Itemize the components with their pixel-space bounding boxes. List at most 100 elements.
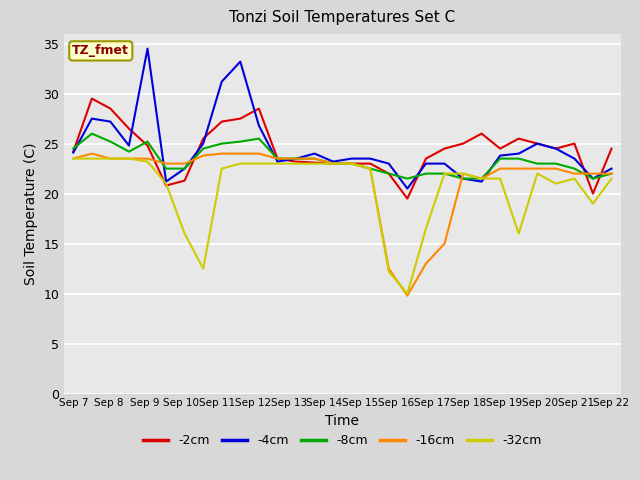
-8cm	[274, 156, 282, 161]
Legend: -2cm, -4cm, -8cm, -16cm, -32cm: -2cm, -4cm, -8cm, -16cm, -32cm	[138, 429, 547, 452]
-32cm	[348, 161, 356, 167]
-4cm	[366, 156, 374, 161]
-16cm	[441, 240, 449, 247]
-2cm	[330, 161, 337, 167]
-4cm	[385, 161, 392, 167]
-16cm	[69, 156, 77, 161]
-8cm	[515, 156, 522, 161]
-16cm	[460, 171, 467, 177]
-32cm	[571, 176, 579, 181]
-4cm	[274, 159, 282, 165]
-32cm	[274, 161, 282, 167]
-4cm	[497, 153, 504, 158]
-4cm	[330, 159, 337, 165]
-4cm	[589, 176, 596, 181]
-16cm	[608, 171, 616, 177]
-2cm	[441, 146, 449, 152]
-8cm	[366, 166, 374, 171]
-16cm	[143, 156, 151, 161]
-2cm	[497, 146, 504, 152]
-16cm	[534, 166, 541, 171]
-4cm	[534, 141, 541, 146]
-4cm	[237, 59, 244, 64]
-16cm	[330, 161, 337, 167]
-4cm	[477, 179, 486, 184]
Text: TZ_fmet: TZ_fmet	[72, 44, 129, 58]
-4cm	[310, 151, 318, 156]
-8cm	[255, 136, 263, 142]
-8cm	[348, 161, 356, 167]
-16cm	[200, 153, 207, 158]
-8cm	[477, 176, 486, 181]
-2cm	[180, 178, 188, 183]
Line: -4cm: -4cm	[73, 48, 612, 189]
-2cm	[571, 141, 579, 146]
-16cm	[237, 151, 244, 156]
-8cm	[88, 131, 96, 136]
-32cm	[180, 231, 188, 237]
-8cm	[441, 171, 449, 177]
-2cm	[237, 116, 244, 121]
-8cm	[292, 156, 300, 161]
-16cm	[88, 151, 96, 156]
-8cm	[552, 161, 559, 167]
-32cm	[125, 156, 133, 161]
-8cm	[69, 146, 77, 152]
-8cm	[106, 139, 115, 144]
-4cm	[292, 156, 300, 161]
-2cm	[552, 146, 559, 152]
-32cm	[422, 226, 430, 231]
-8cm	[497, 156, 504, 161]
-2cm	[422, 156, 430, 161]
-16cm	[106, 156, 115, 161]
-32cm	[589, 201, 596, 206]
-32cm	[366, 166, 374, 171]
-32cm	[515, 231, 522, 237]
-4cm	[200, 141, 207, 146]
-32cm	[608, 176, 616, 181]
-32cm	[310, 161, 318, 167]
-2cm	[69, 149, 77, 155]
-2cm	[125, 126, 133, 132]
-4cm	[88, 116, 96, 121]
-8cm	[237, 139, 244, 144]
-4cm	[218, 79, 226, 84]
-4cm	[608, 166, 616, 171]
-16cm	[310, 156, 318, 161]
-4cm	[441, 161, 449, 167]
-2cm	[534, 141, 541, 146]
-8cm	[218, 141, 226, 146]
-2cm	[88, 96, 96, 101]
-4cm	[125, 143, 133, 148]
-2cm	[310, 160, 318, 166]
-32cm	[460, 171, 467, 177]
-2cm	[608, 146, 616, 152]
-8cm	[460, 176, 467, 181]
-4cm	[515, 151, 522, 156]
-4cm	[348, 156, 356, 161]
-8cm	[163, 166, 170, 171]
Line: -32cm: -32cm	[73, 158, 612, 294]
-16cm	[218, 151, 226, 156]
-32cm	[292, 161, 300, 167]
-32cm	[477, 176, 486, 181]
-32cm	[106, 156, 115, 161]
-4cm	[571, 156, 579, 161]
-32cm	[88, 156, 96, 161]
-16cm	[422, 261, 430, 266]
-4cm	[106, 119, 115, 124]
Title: Tonzi Soil Temperatures Set C: Tonzi Soil Temperatures Set C	[229, 11, 456, 25]
-8cm	[404, 176, 412, 181]
Line: -8cm: -8cm	[73, 133, 612, 179]
-2cm	[274, 156, 282, 161]
-16cm	[292, 156, 300, 161]
-16cm	[385, 266, 392, 272]
-32cm	[497, 176, 504, 181]
-2cm	[106, 106, 115, 111]
-2cm	[385, 171, 392, 177]
-8cm	[310, 156, 318, 161]
-16cm	[552, 166, 559, 171]
Line: -16cm: -16cm	[73, 154, 612, 296]
-2cm	[200, 136, 207, 142]
-2cm	[477, 131, 486, 136]
